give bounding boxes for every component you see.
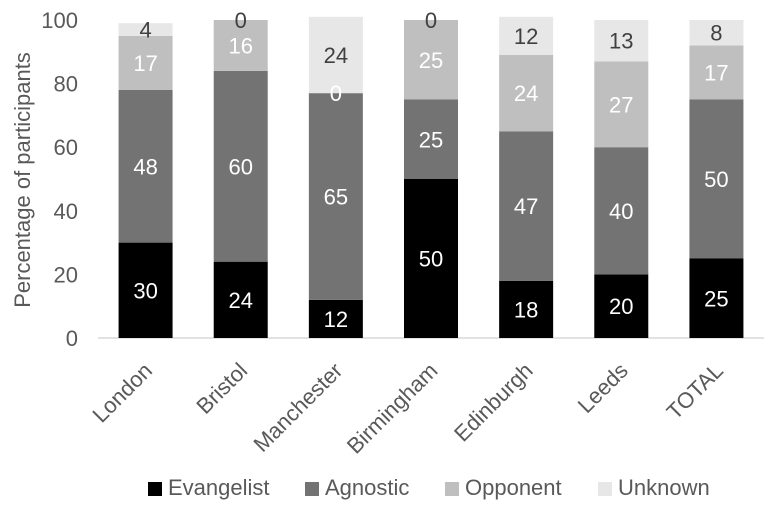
legend-label-evangelist: Evangelist xyxy=(168,475,270,500)
bar-unknown-manchester xyxy=(308,16,363,94)
bar-evangelist-manchester xyxy=(308,299,363,338)
bar-evangelist-bristol xyxy=(213,261,268,338)
data-label: 24 xyxy=(514,81,538,106)
y-tick-label: 60 xyxy=(54,135,78,160)
bar-agnostic-birmingham xyxy=(404,99,458,179)
bar-unknown-london xyxy=(118,23,173,36)
data-label: 25 xyxy=(419,127,443,152)
bar-opponent-leeds xyxy=(594,61,649,148)
data-label: 13 xyxy=(609,29,633,54)
bar-opponent-london xyxy=(118,35,173,90)
bar-unknown-leeds xyxy=(594,20,649,62)
bar-agnostic-manchester xyxy=(308,93,363,300)
data-label: 65 xyxy=(324,184,348,209)
bar-evangelist-edinburgh xyxy=(499,280,554,338)
bar-evangelist-birmingham xyxy=(404,179,458,338)
y-tick-label: 100 xyxy=(41,8,78,33)
y-tick-label: 20 xyxy=(54,262,78,287)
legend: Evangelist Agnostic Opponent Unknown xyxy=(148,475,710,500)
bar-opponent-total xyxy=(689,45,744,100)
x-category-label: TOTAL xyxy=(662,358,728,424)
data-label: 30 xyxy=(133,278,157,303)
bar-unknown-edinburgh xyxy=(499,16,554,55)
bar-evangelist-total xyxy=(689,258,744,338)
data-label: 17 xyxy=(704,60,728,85)
x-category-label: Manchester xyxy=(248,358,347,457)
y-tick-label: 80 xyxy=(54,72,78,97)
data-label: 12 xyxy=(324,307,348,332)
y-tick-label: 0 xyxy=(66,326,78,351)
x-category-label: Edinburgh xyxy=(449,358,538,447)
bar-agnostic-bristol xyxy=(213,70,268,262)
data-label: 0 xyxy=(235,8,247,33)
bar-evangelist-london xyxy=(118,242,173,338)
data-label: 50 xyxy=(704,167,728,192)
data-label: 4 xyxy=(139,18,151,43)
bar-agnostic-edinburgh xyxy=(499,131,554,281)
legend-label-unknown: Unknown xyxy=(618,475,710,500)
data-label: 12 xyxy=(514,24,538,49)
bars xyxy=(118,16,744,338)
data-label: 27 xyxy=(609,92,633,117)
legend-label-agnostic: Agnostic xyxy=(325,475,409,500)
bar-agnostic-london xyxy=(118,89,173,243)
data-labels: 3048174246016012650245025250184724122040… xyxy=(133,8,728,332)
data-label: 47 xyxy=(514,194,538,219)
bar-opponent-birmingham xyxy=(404,20,458,100)
data-label: 18 xyxy=(514,297,538,322)
data-label: 20 xyxy=(609,294,633,319)
bar-evangelist-leeds xyxy=(594,274,649,338)
y-axis-label: Percentage of participants xyxy=(10,52,35,308)
y-axis-ticks: 0 20 40 60 80 100 xyxy=(41,8,78,351)
legend-label-opponent: Opponent xyxy=(465,475,562,500)
data-label: 24 xyxy=(228,288,252,313)
bar-agnostic-leeds xyxy=(594,147,649,275)
data-label: 48 xyxy=(133,154,157,179)
data-label: 24 xyxy=(324,43,348,68)
legend-swatch-evangelist xyxy=(148,482,162,496)
bar-opponent-bristol xyxy=(213,20,268,71)
data-label: 17 xyxy=(133,51,157,76)
data-label: 25 xyxy=(419,48,443,73)
x-category-label: Birmingham xyxy=(342,358,443,459)
bar-opponent-edinburgh xyxy=(499,54,554,132)
x-category-label: Bristol xyxy=(191,358,252,419)
data-label: 25 xyxy=(704,286,728,311)
legend-swatch-agnostic xyxy=(305,482,319,496)
data-label: 40 xyxy=(609,199,633,224)
data-label: 0 xyxy=(425,8,437,33)
x-category-label: Leeds xyxy=(573,358,633,418)
legend-swatch-unknown xyxy=(598,482,612,496)
bar-agnostic-total xyxy=(689,99,744,259)
data-label: 0 xyxy=(330,81,342,106)
y-tick-label: 40 xyxy=(54,199,78,224)
x-category-label: London xyxy=(88,358,158,428)
bar-unknown-total xyxy=(689,20,744,46)
data-label: 8 xyxy=(710,21,722,46)
data-label: 60 xyxy=(228,154,252,179)
data-label: 50 xyxy=(419,247,443,272)
legend-swatch-opponent xyxy=(445,482,459,496)
data-label: 16 xyxy=(228,33,252,58)
